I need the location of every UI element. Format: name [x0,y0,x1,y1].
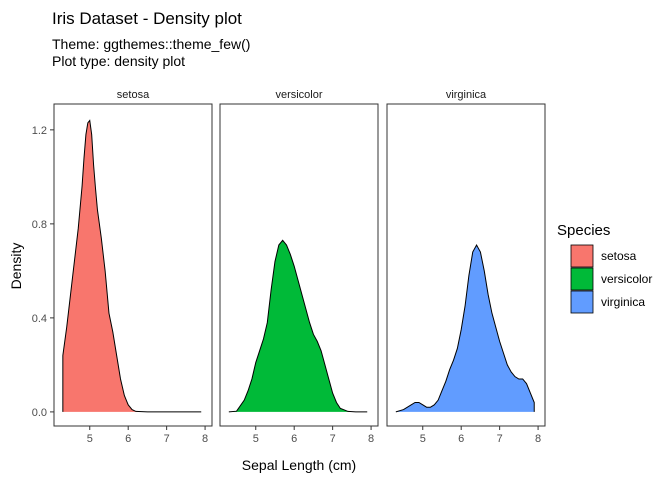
y-axis: 0.0 0.4 0.8 1.2 [32,125,54,419]
facet-panel-setosa: setosa 5 6 7 8 [53,89,213,445]
x-tick-label: 7 [497,433,503,445]
legend-swatch-virginica [570,290,594,314]
legend: Species setosa versicolor virginica [557,222,652,314]
density-area-setosa [62,120,202,412]
y-tick-label: 0.8 [32,219,47,231]
facet-panel-versicolor: versicolor 5 6 7 8 [219,89,379,445]
density-outline-virginica [395,243,535,413]
x-tick-label: 7 [330,433,336,445]
legend-title: Species [557,222,610,239]
y-axis-title: Density [8,243,24,290]
density-outline-setosa [62,119,202,413]
panel-border-versicolor [219,103,379,427]
x-tick-label: 8 [535,433,541,445]
strip-label-versicolor: versicolor [275,89,322,101]
x-tick-label: 6 [458,433,464,445]
panel-border-setosa [53,103,213,427]
legend-swatch-setosa [570,244,594,268]
density-area-versicolor [228,240,368,412]
strip-label-virginica: virginica [446,89,487,101]
legend-label-virginica: virginica [601,295,645,309]
chart-subtitle-line-1: Theme: ggthemes::theme_few() [52,36,250,52]
x-tick-label: 6 [125,433,131,445]
panel-border-virginica [386,103,546,427]
legend-label-versicolor: versicolor [601,272,652,286]
chart-title: Iris Dataset - Density plot [52,9,242,28]
legend-swatch-versicolor [570,267,594,291]
legend-label-setosa: setosa [601,249,637,263]
strip-label-setosa: setosa [117,89,150,101]
x-tick-label: 6 [291,433,297,445]
facet-panel-virginica: virginica 5 6 7 8 [386,89,546,445]
legend-keys: setosa versicolor virginica [570,244,652,314]
x-tick-label: 8 [202,433,208,445]
x-tick-label: 5 [253,433,259,445]
density-area-virginica [395,245,535,412]
x-tick-label: 5 [87,433,93,445]
x-tick-label: 5 [420,433,426,445]
facet-panels: setosa 5 6 7 8 versicolor 5 6 7 8 virginica 5 6 7 8 0.0… [32,89,546,445]
y-tick-label: 0.0 [32,407,47,419]
x-tick-label: 7 [164,433,170,445]
x-tick-label: 8 [368,433,374,445]
chart-subtitle-line-2: Plot type: density plot [52,53,185,69]
y-tick-label: 1.2 [32,125,47,137]
y-tick-label: 0.4 [32,313,47,325]
density-outline-versicolor [228,239,368,413]
x-axis-title: Sepal Length (cm) [242,457,356,473]
